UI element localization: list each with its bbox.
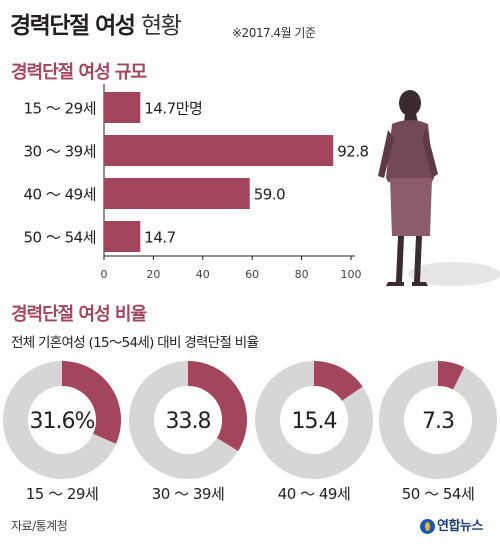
- bar: [104, 92, 141, 123]
- title-main: 경력단절 여성: [10, 13, 136, 39]
- yonhap-logo: 연합뉴스: [420, 515, 483, 534]
- category-label: 40 ～ 49세: [23, 186, 96, 204]
- donut-category-label: 15 ～ 29세: [25, 485, 99, 503]
- donut-category-label: 40 ～ 49세: [277, 485, 351, 503]
- bar: [104, 221, 141, 252]
- bar-value-label: 92.8: [337, 143, 368, 161]
- donut-value-label: 33.8: [166, 409, 211, 434]
- donut-hole: [280, 386, 348, 454]
- donut-hole: [28, 386, 96, 454]
- woman-illustration: [378, 90, 500, 286]
- donut-slice: [314, 361, 363, 401]
- page-title: 경력단절 여성 현황: [10, 6, 182, 40]
- donut-category-label: 50 ～ 54세: [401, 485, 475, 503]
- bar-value-label: 59.0: [254, 186, 285, 204]
- donut-slice: [62, 361, 121, 444]
- section-title-ratio: 경력단절 여성 비율: [11, 304, 147, 325]
- x-tick-label: 40: [196, 268, 210, 281]
- donut-hole: [154, 386, 222, 454]
- bar-value-label: 14.7만명: [144, 100, 202, 118]
- bar: [104, 178, 250, 209]
- x-tick-label: 100: [341, 268, 362, 281]
- section-title-scale: 경력단절 여성 규모: [11, 62, 147, 83]
- x-tick-label: 0: [101, 268, 108, 281]
- donut-value-label: 15.4: [292, 409, 337, 434]
- donut-slice: [438, 361, 465, 390]
- bar-chart: 15 ～ 29세 14.7만명 30 ～ 39세 92.8 40 ～ 49세 59.0 50…: [23, 84, 369, 281]
- ratio-description: 전체 기혼여성 (15～54세) 대비 경력단절 비율: [11, 335, 259, 351]
- bar: [104, 135, 334, 166]
- yonhap-logo-icon: [420, 519, 435, 534]
- donut-slice: [188, 361, 247, 451]
- reference-date-note: ※2017.4월 기준: [232, 26, 316, 40]
- x-tick-label: 60: [245, 268, 259, 281]
- category-label: 30 ～ 39세: [23, 143, 96, 161]
- x-tick-label: 20: [146, 268, 160, 281]
- x-tick-label: 80: [295, 268, 309, 281]
- category-label: 15 ～ 29세: [23, 100, 96, 118]
- source-label: 자료/통계청: [11, 519, 68, 533]
- logo-text: 연합뉴스: [437, 519, 483, 534]
- donut-charts: 31.6% 33.8 15.4 7.3: [3, 361, 497, 479]
- bar-value-label: 14.7: [144, 229, 175, 247]
- donut-value-label: 7.3: [422, 409, 454, 434]
- donut-category-label: 30 ～ 39세: [151, 485, 225, 503]
- donut-value-label: 31.6%: [30, 409, 95, 434]
- category-label: 50 ～ 54세: [23, 229, 96, 247]
- donut-hole: [404, 386, 472, 454]
- title-suffix: 현황: [140, 13, 182, 39]
